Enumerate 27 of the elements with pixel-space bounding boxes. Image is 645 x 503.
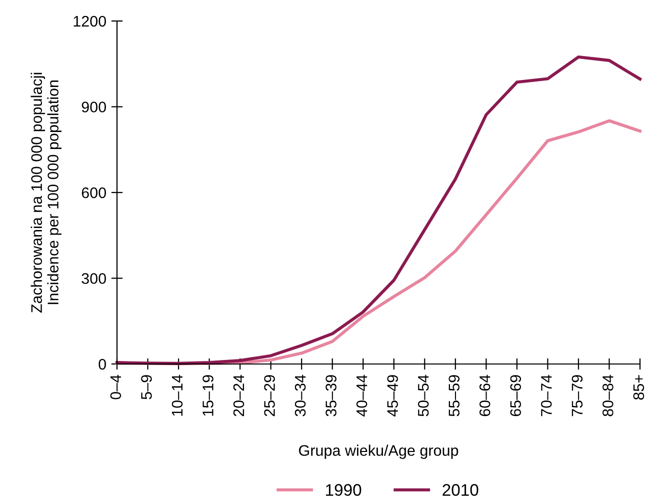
y-tick-label: 900 [82, 102, 106, 112]
x-tick-label: 70–74 [540, 374, 552, 416]
x-tick-label: 5–9 [141, 375, 152, 400]
x-tick-label: 65–69 [510, 375, 522, 416]
y-axis-title: Zachorowania na 100 000 populacji Incidence per 100 000 population [30, 72, 62, 313]
x-tick-label: 40–44 [356, 374, 368, 417]
legend-label: 2010 [442, 484, 478, 496]
x-tick-label: 25–29 [264, 375, 275, 416]
y-tick-label: 300 [82, 273, 106, 284]
x-tick-label: 10–14 [172, 374, 183, 416]
x-tick-label: 35–39 [326, 375, 336, 416]
y-tick-label: 1200 [74, 16, 106, 27]
y-tick-label: 600 [82, 187, 106, 198]
x-tick-label: 55–59 [448, 375, 460, 416]
x-tick-label: 75–79 [572, 375, 583, 416]
x-tick-label: 15–19 [202, 375, 214, 416]
y-tick-label: 0 [98, 358, 106, 370]
x-tick-label: 80–84 [602, 374, 614, 416]
x-axis-title: Grupa wieku/Age group [299, 444, 458, 459]
x-tick-label: 60–64 [479, 374, 490, 416]
x-tick-label: 45–49 [387, 375, 398, 417]
x-tick-label: 0–4 [110, 374, 122, 400]
x-tick-label: 20–24 [233, 374, 244, 416]
legend-label: 1990 [326, 484, 362, 496]
x-tick-label: 30–34 [294, 374, 306, 416]
x-tick-label: 85+ [633, 375, 644, 400]
x-tick-label: 50–54 [418, 374, 429, 416]
